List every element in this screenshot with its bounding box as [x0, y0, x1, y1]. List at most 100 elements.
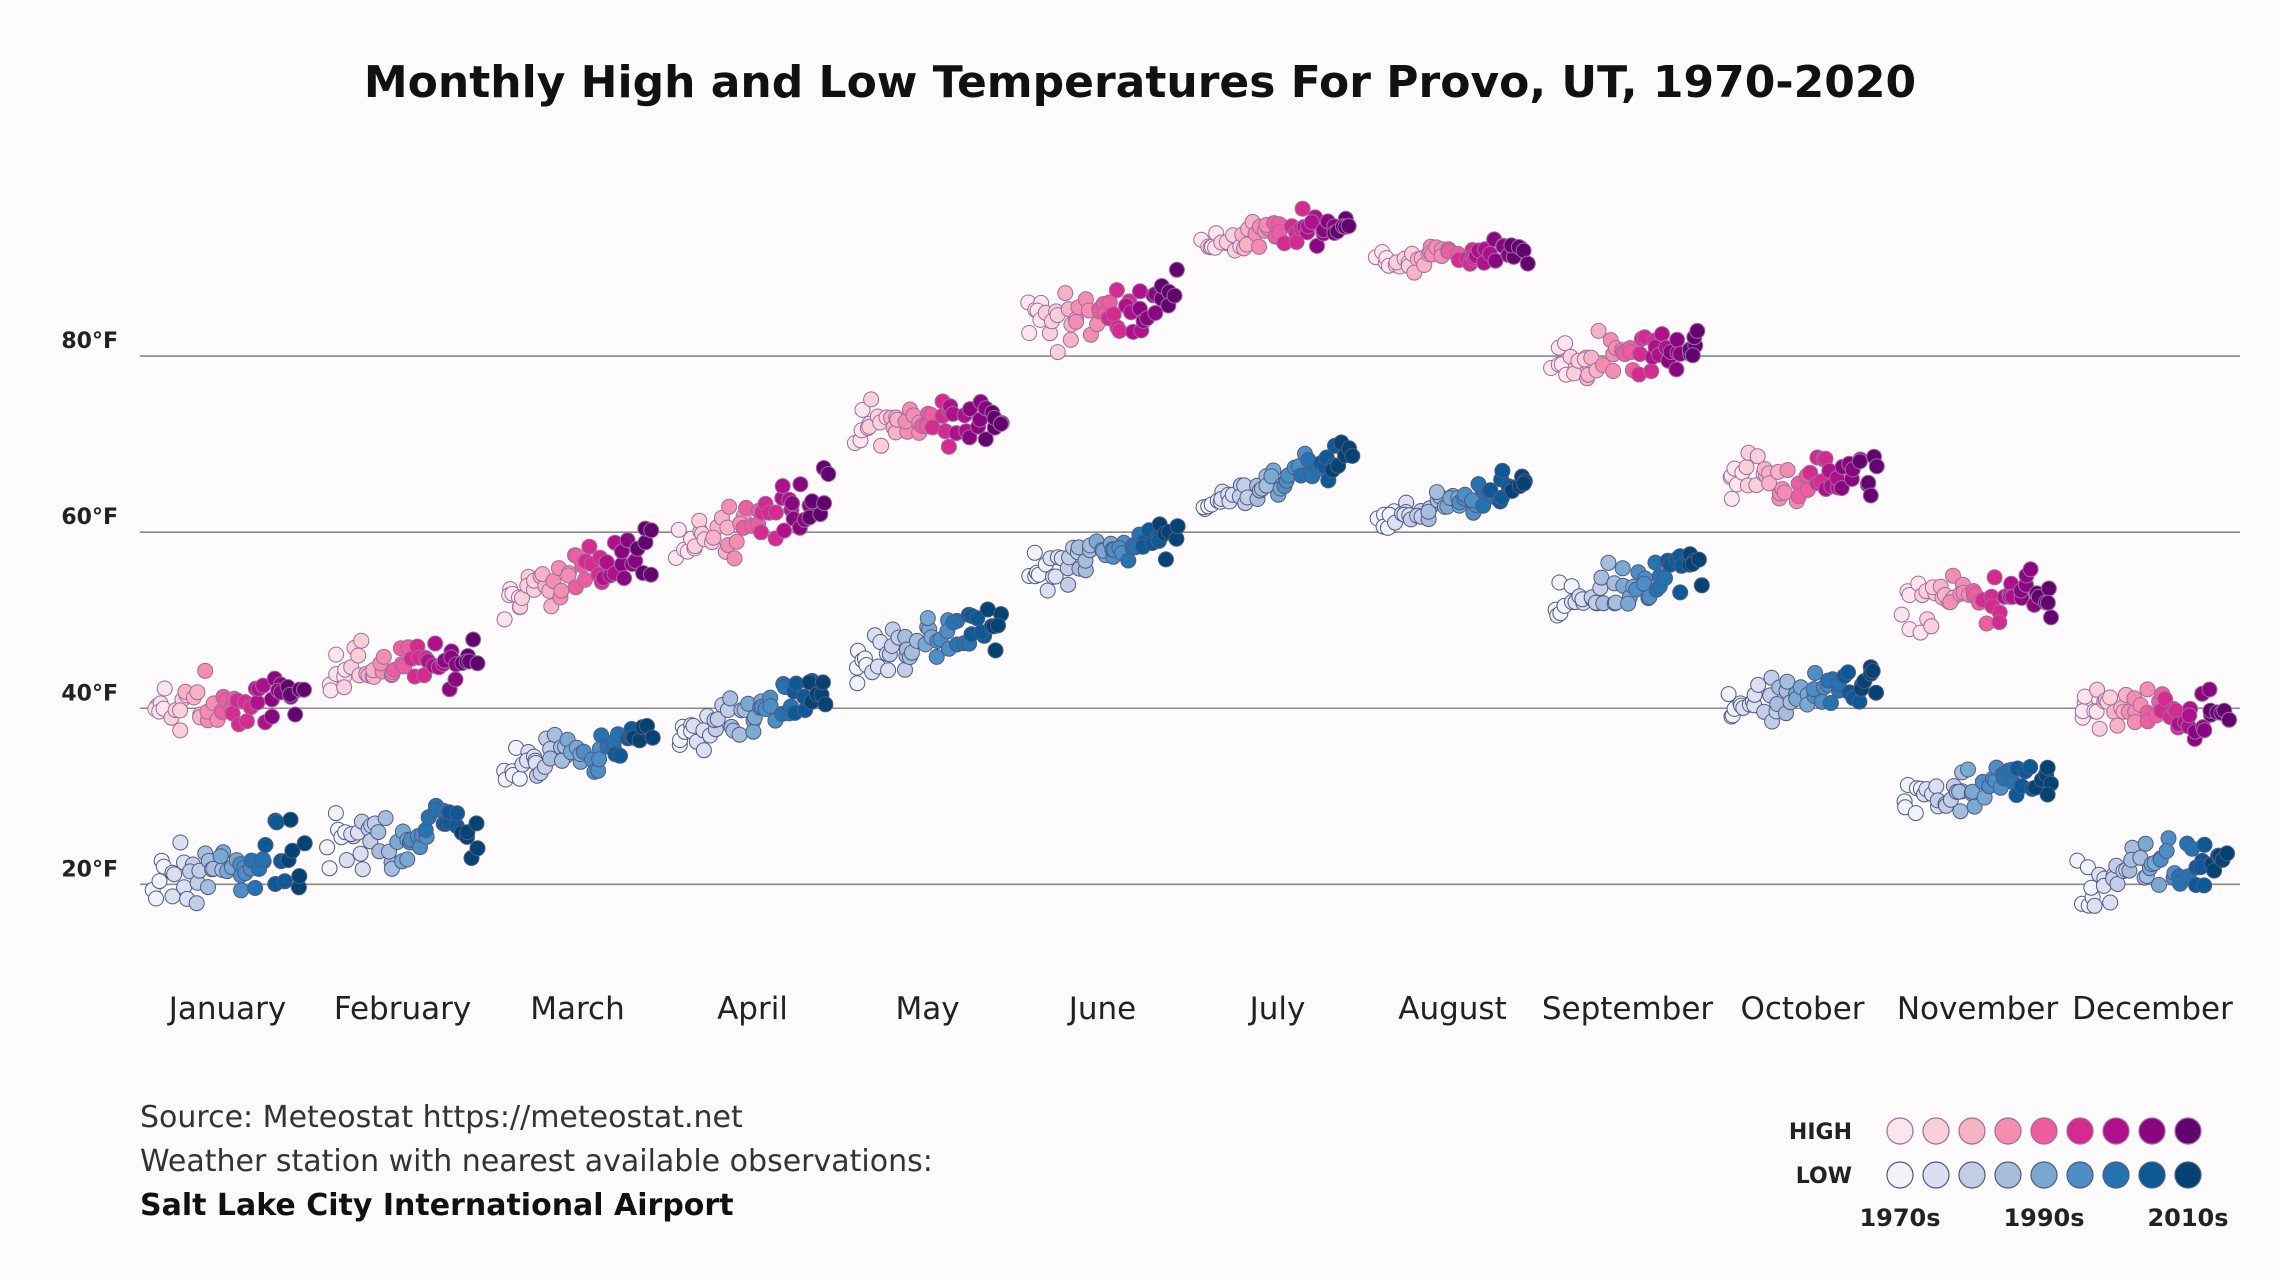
legend-swatch-high-4 — [2030, 1117, 2058, 1145]
low-point-april-1995 — [745, 723, 762, 740]
low-point-march-2017 — [631, 732, 648, 749]
low-point-december-1996 — [2151, 876, 2167, 893]
low-point-april-1979 — [695, 742, 712, 759]
low-point-february-2020 — [469, 840, 486, 857]
low-point-february-1972 — [327, 805, 344, 822]
low-point-may-1970 — [849, 675, 866, 692]
high-point-march-1992 — [560, 567, 577, 584]
low-point-october-2011 — [1840, 664, 1856, 681]
low-point-october-2000 — [1807, 665, 1824, 681]
low-point-february-1981 — [354, 861, 371, 878]
low-point-february-1987 — [370, 824, 387, 841]
low-point-july-2020 — [1344, 447, 1361, 464]
high-point-january-1984 — [189, 684, 206, 701]
legend-swatch-low-0 — [1886, 1161, 1914, 1189]
legend-decade-1990s: 1990s — [2003, 1204, 2084, 1232]
station-name: Salt Lake City International Airport — [140, 1188, 734, 1223]
high-point-january-1975 — [156, 680, 173, 697]
high-point-january-2020 — [296, 681, 312, 698]
low-point-january-1972 — [151, 873, 168, 890]
high-point-october-2015 — [1851, 453, 1868, 470]
high-point-november-2013 — [2022, 561, 2039, 578]
high-point-december-1992 — [2139, 681, 2156, 698]
y-tick-label: 80°F — [61, 329, 118, 354]
high-point-april-2005 — [776, 522, 793, 539]
high-point-february-2020 — [469, 655, 486, 672]
low-point-october-2006 — [1822, 695, 1839, 711]
high-point-october-1977 — [1738, 459, 1755, 476]
high-point-april-2002 — [767, 504, 784, 521]
high-point-september-1975 — [1557, 335, 1574, 352]
low-point-january-2013 — [268, 814, 285, 831]
low-point-march-2003 — [591, 751, 608, 768]
high-point-november-1970 — [1893, 606, 1910, 623]
low-point-february-2014 — [449, 805, 466, 822]
high-point-march-1999 — [581, 538, 598, 555]
high-point-december-1983 — [2109, 717, 2126, 734]
low-point-april-1987 — [722, 690, 739, 707]
high-point-december-2014 — [2201, 681, 2218, 698]
low-point-march-2010 — [612, 747, 628, 764]
low-point-january-2016 — [282, 811, 299, 828]
low-point-december-2017 — [2206, 862, 2223, 879]
low-point-september-2013 — [1672, 584, 1689, 601]
low-point-december-2014 — [2196, 836, 2213, 853]
high-point-april-1989 — [728, 533, 745, 550]
high-point-november-2018 — [2040, 580, 2057, 597]
legend-low-label: LOW — [1796, 1164, 1852, 1189]
high-point-november-2020 — [2039, 594, 2056, 611]
low-point-november-2014 — [2022, 759, 2039, 775]
high-point-december-2012 — [2196, 722, 2213, 739]
high-point-february-2005 — [427, 635, 444, 652]
high-point-july-2003 — [1294, 200, 1311, 217]
series-low — [144, 434, 2235, 914]
high-point-july-1988 — [1251, 238, 1267, 255]
low-point-october-2020 — [1864, 663, 1881, 679]
low-point-october-1981 — [1750, 676, 1767, 693]
legend-decade-2010s: 2010s — [2147, 1204, 2228, 1232]
low-point-december-1976 — [2086, 897, 2103, 914]
high-point-april-1998 — [753, 524, 770, 541]
low-point-october-1971 — [1720, 686, 1737, 703]
high-point-june-1983 — [1062, 331, 1079, 348]
legend-swatch-low-2 — [1958, 1161, 1986, 1189]
low-point-november-1995 — [1966, 798, 1983, 815]
low-point-april-2002 — [762, 698, 779, 714]
y-tick-label: 40°F — [61, 681, 118, 706]
low-point-january-1976 — [166, 866, 183, 883]
low-point-february-1989 — [377, 810, 394, 827]
high-point-october-1970 — [1723, 490, 1740, 507]
low-point-march-2020 — [644, 729, 661, 746]
low-point-june-1972 — [1026, 544, 1043, 561]
low-point-january-1984 — [188, 895, 205, 912]
high-point-july-2009 — [1309, 237, 1325, 254]
high-point-november-2019 — [2043, 609, 2059, 626]
low-point-january-1971 — [148, 890, 164, 907]
high-point-february-1979 — [350, 647, 367, 664]
month-label: November — [1897, 991, 2059, 1027]
high-point-december-2020 — [2221, 711, 2238, 728]
low-point-november-1980 — [1928, 778, 1945, 795]
high-point-may-1977 — [863, 391, 880, 408]
high-point-october-2019 — [1862, 487, 1879, 504]
high-point-october-1980 — [1749, 448, 1766, 465]
high-point-february-2019 — [465, 631, 482, 648]
low-point-september-1996 — [1620, 595, 1637, 612]
high-point-may-2010 — [961, 429, 978, 446]
high-point-september-2011 — [1668, 361, 1685, 378]
high-point-november-1979 — [1923, 618, 1940, 635]
month-label: August — [1398, 991, 1507, 1027]
high-point-june-1982 — [1057, 285, 1074, 302]
high-point-october-1985 — [1761, 475, 1778, 492]
high-point-december-2008 — [2181, 707, 2198, 724]
y-tick-label: 60°F — [61, 505, 118, 530]
high-point-january-2007 — [255, 677, 272, 694]
high-point-june-2012 — [1147, 305, 1164, 321]
low-point-april-1984 — [709, 711, 726, 728]
low-point-august-1991 — [1428, 484, 1445, 501]
high-point-september-2020 — [1689, 322, 1706, 339]
month-label: February — [334, 991, 471, 1027]
low-point-september-2008 — [1657, 570, 1673, 587]
low-point-september-2020 — [1693, 577, 1710, 594]
y-tick-label: 20°F — [61, 857, 118, 882]
